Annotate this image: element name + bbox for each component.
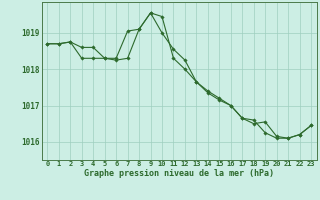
X-axis label: Graphe pression niveau de la mer (hPa): Graphe pression niveau de la mer (hPa) bbox=[84, 169, 274, 178]
